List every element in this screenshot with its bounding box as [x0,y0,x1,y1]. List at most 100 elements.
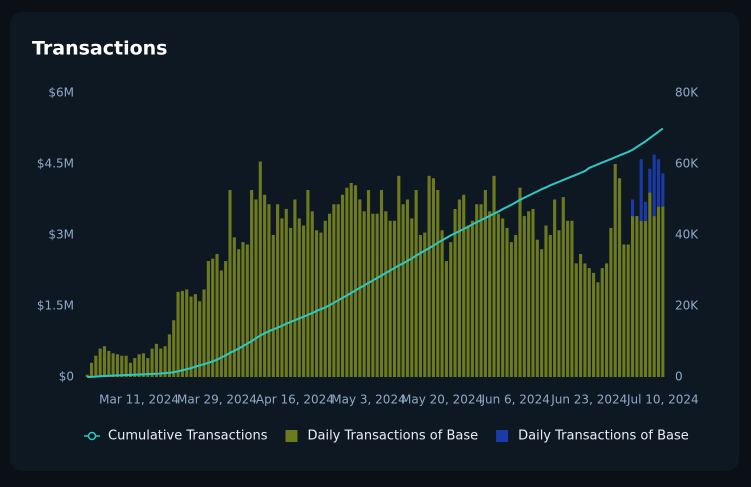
bar [553,199,557,377]
bar [583,263,587,377]
bar [436,190,440,377]
bar [211,258,215,377]
bar [427,175,431,377]
bar [310,211,314,377]
bar [180,290,184,377]
bar [323,220,327,377]
bar [128,362,133,377]
bar [375,213,379,377]
bar [488,211,492,377]
bar [245,244,249,377]
legend-label: Cumulative Transactions [108,429,268,444]
bar [319,232,323,377]
bar [600,268,604,377]
bar [661,173,665,207]
bar [639,159,643,221]
bar [280,218,284,377]
bar [302,225,306,377]
bar [276,204,280,377]
bar [107,350,111,377]
bar [639,220,643,377]
bar [159,348,163,377]
bar [414,190,418,377]
bar [371,213,375,377]
bar [120,355,124,377]
bar [496,213,500,377]
bar [254,199,258,377]
legend-swatch [496,430,509,442]
bar [228,190,232,377]
bar [258,161,262,377]
bar [154,343,158,377]
bar [522,216,526,377]
bar [622,244,626,377]
bar [656,206,661,377]
x-tick-label: Jun 6, 2024 [480,393,549,407]
bar [605,263,609,377]
bar [431,178,435,377]
bar [362,211,366,377]
x-tick-label: May 3, 2024 [331,393,405,407]
bar [124,355,128,377]
bar [531,208,535,377]
y-tick-label: $3M [48,228,74,242]
chart-title: Transactions [32,38,167,60]
bar [609,227,613,377]
bar [466,225,470,377]
bar [388,220,392,377]
bar [449,242,453,377]
bar [297,218,301,377]
x-tick-label: Mar 29, 2024 [177,393,257,407]
bar [509,242,513,377]
bar [462,194,466,377]
bar [271,235,275,377]
bar [241,242,245,377]
bar [544,225,548,377]
bar [284,208,288,377]
bar [219,270,223,377]
bar [353,185,358,377]
bar [548,235,552,377]
x-tick-label: Jul 10, 2024 [626,393,699,407]
y2-tick-label: 40K [675,228,699,242]
bar [94,355,98,377]
bar [206,261,210,377]
bar [630,199,635,217]
y-tick-label: $0 [59,370,74,384]
bar [648,168,652,193]
bar [505,227,509,377]
bar [643,220,648,377]
bar [535,239,539,377]
bar [440,230,444,377]
bar [293,199,297,377]
bar [232,237,236,377]
bar [423,232,427,377]
bar [570,220,574,377]
line [87,127,664,378]
bar [617,178,622,377]
bar [349,182,353,377]
bar [661,206,665,377]
bar [457,199,461,377]
bar [167,334,171,377]
bar [336,204,340,377]
y2-tick-label: 60K [675,157,699,171]
bar [163,346,167,377]
bar [176,291,180,377]
bar [250,190,254,377]
bar [172,320,176,377]
bar [652,154,656,217]
bar [137,354,141,377]
bar [345,187,349,377]
bar [470,220,474,377]
y-tick-label: $4.5M [37,157,74,171]
bar [332,204,336,377]
bar [514,235,518,377]
bar [98,348,102,377]
bar [540,249,544,377]
bar [146,358,150,377]
bar [501,218,505,377]
bar [133,358,137,377]
bar [289,227,293,377]
bar [198,301,202,377]
